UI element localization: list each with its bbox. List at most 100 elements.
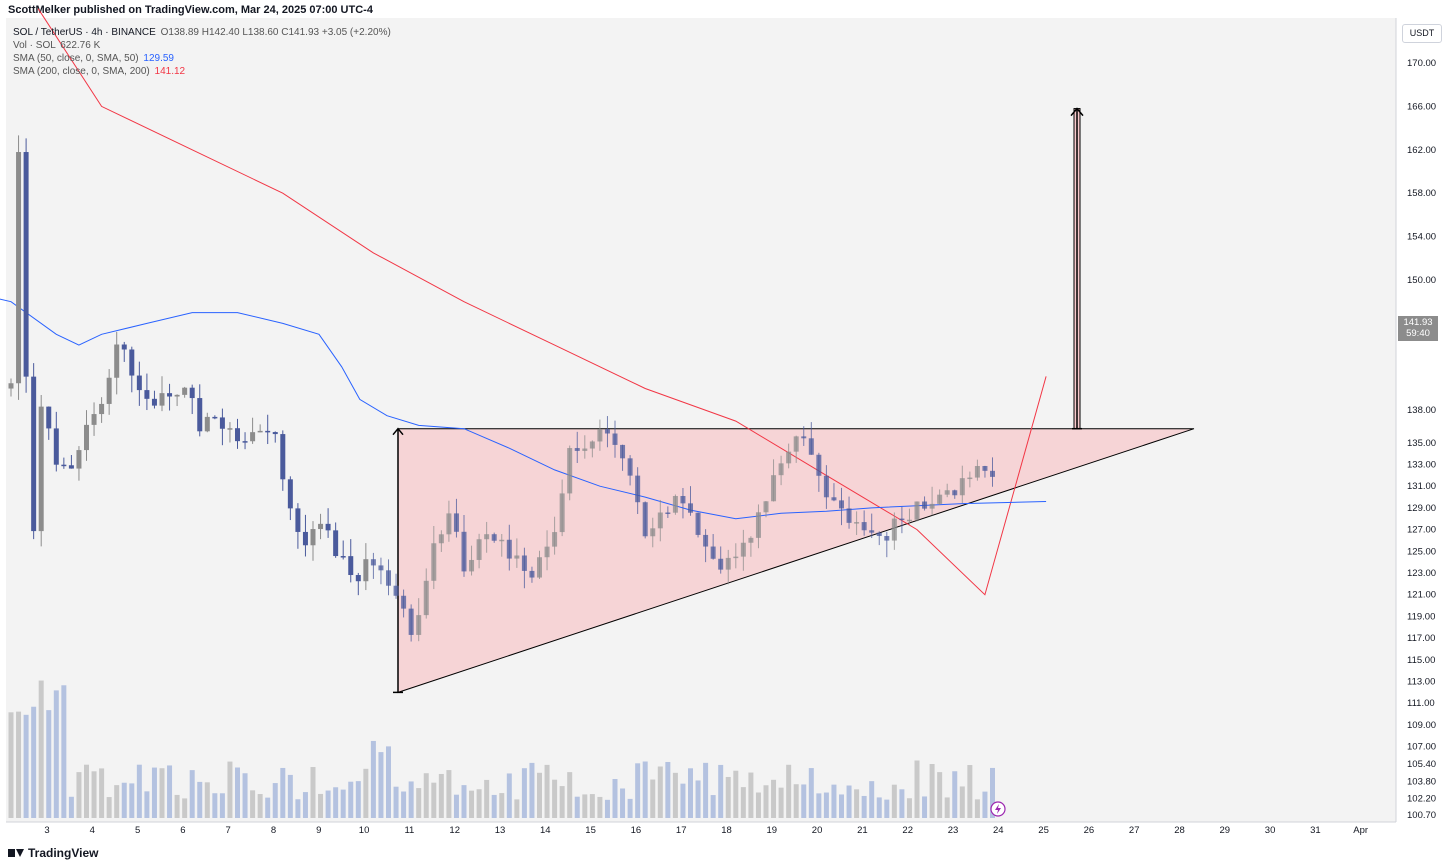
candle-body	[740, 542, 746, 557]
volume-bar	[219, 793, 225, 818]
candle-body	[295, 508, 301, 532]
price-tick-label: 129.00	[1407, 503, 1436, 514]
flash-icon[interactable]	[990, 801, 1006, 817]
volume-bar	[665, 761, 671, 818]
time-tick-label: 21	[857, 825, 868, 836]
candle-body	[725, 557, 731, 570]
candle-body	[499, 539, 505, 542]
tradingview-logo-icon	[8, 848, 24, 858]
candle-body	[121, 344, 127, 350]
measured-move-arrow	[1070, 107, 1084, 430]
volume-bar	[899, 789, 905, 818]
candle-body	[755, 512, 761, 538]
volume-bar	[567, 772, 573, 818]
candle-body	[401, 595, 407, 609]
time-tick-label: 18	[721, 825, 732, 836]
candle-body	[23, 152, 29, 377]
candle-body	[378, 565, 384, 571]
candle-body	[491, 534, 497, 541]
volume-bar	[808, 768, 814, 818]
price-tick-label: 162.00	[1407, 145, 1436, 156]
volume-bar	[967, 765, 973, 818]
volume-bar	[144, 791, 150, 818]
candle-body	[182, 387, 188, 395]
candle-body	[544, 546, 550, 558]
candle-body	[61, 464, 67, 467]
candle-body	[650, 528, 656, 537]
candle-body	[982, 465, 988, 471]
candle-body	[167, 393, 173, 397]
time-tick-label: 12	[449, 825, 460, 836]
time-tick-label: 7	[226, 825, 231, 836]
volume-bar	[318, 793, 324, 818]
volume-bar	[982, 791, 988, 818]
candle-body	[461, 531, 467, 572]
volume-bar	[839, 794, 844, 818]
time-tick-label: 17	[676, 825, 687, 836]
volume-bar	[620, 788, 626, 818]
volume-bar	[461, 785, 467, 818]
volume-bar	[438, 773, 444, 818]
currency-selector[interactable]: USDT	[1402, 24, 1442, 43]
candle-body	[136, 375, 142, 391]
volume-bar	[974, 799, 980, 818]
volume-bar	[499, 793, 505, 818]
volume-bar	[250, 790, 256, 818]
volume-bar	[627, 798, 633, 818]
volume-bar	[537, 772, 542, 818]
candle-body	[144, 390, 150, 399]
candle-body	[733, 556, 739, 559]
last-price-tag: 141.93 59:40	[1398, 316, 1438, 341]
candle-body	[310, 529, 316, 546]
candle-body	[884, 536, 890, 541]
volume-bar	[310, 767, 316, 818]
candle-body	[808, 438, 814, 455]
volume-bar	[521, 768, 527, 818]
candle-body	[235, 428, 240, 442]
volume-bar	[235, 767, 240, 818]
time-tick-label: Apr	[1353, 825, 1368, 836]
candle-body	[778, 463, 784, 476]
volume-bar	[167, 765, 173, 818]
volume-bar	[695, 780, 701, 818]
volume-bar	[61, 685, 67, 818]
candle-body	[567, 448, 573, 494]
triangle-arrowhead	[392, 427, 404, 436]
volume-bar	[635, 763, 641, 818]
candle-body	[476, 539, 482, 560]
candle-body	[257, 430, 263, 433]
candle-body	[861, 522, 867, 531]
candle-body	[680, 495, 686, 504]
candle-body	[876, 532, 882, 537]
time-tick-label: 4	[90, 825, 95, 836]
candle-body	[38, 406, 44, 532]
price-tick-label: 125.00	[1407, 546, 1436, 557]
volume-bar	[302, 792, 308, 818]
volume-bar	[589, 794, 595, 818]
tradingview-footer[interactable]: TradingView	[8, 846, 98, 860]
volume-bar	[604, 799, 610, 818]
volume-bar	[763, 785, 769, 818]
time-tick-label: 29	[1220, 825, 1231, 836]
volume-bar	[506, 773, 512, 818]
volume-bar	[182, 798, 188, 818]
candle-body	[801, 436, 807, 439]
volume-bar	[718, 764, 724, 818]
price-tick-label: 113.00	[1407, 677, 1435, 688]
candle-body	[212, 416, 218, 419]
candle-body	[839, 500, 844, 509]
volume-bar	[129, 783, 135, 818]
candle-body	[174, 394, 180, 397]
plot-area	[6, 18, 1396, 822]
candle-body	[944, 490, 950, 495]
candle-body	[763, 501, 769, 513]
volume-bar	[446, 770, 452, 818]
chart-legend: SOL / TetherUS · 4h · BINANCE O138.89 H1…	[13, 26, 391, 78]
candle-body	[854, 522, 860, 524]
volume-bar	[121, 782, 127, 818]
volume-bar	[204, 782, 210, 818]
volume-bar	[597, 796, 603, 818]
price-tick-label: 111.00	[1407, 698, 1435, 709]
volume-bar	[854, 789, 860, 818]
